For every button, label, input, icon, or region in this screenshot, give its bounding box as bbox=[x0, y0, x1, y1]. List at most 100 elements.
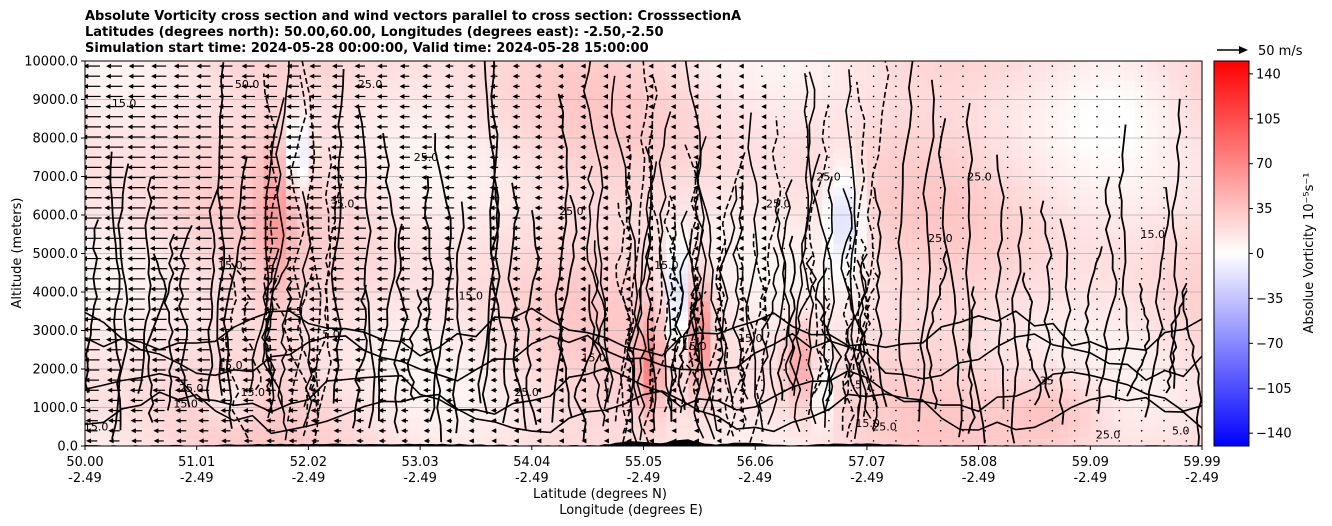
wind-vector-head bbox=[648, 316, 654, 322]
wind-vector-head bbox=[625, 377, 631, 383]
wind-vector bbox=[872, 308, 875, 311]
wind-vector bbox=[962, 115, 964, 118]
contour-line bbox=[926, 250, 948, 410]
wind-vector-head bbox=[603, 397, 609, 403]
wind-vector bbox=[872, 328, 875, 331]
wind-vector-head bbox=[557, 235, 563, 241]
wind-vector-head bbox=[535, 296, 541, 302]
wind-vector bbox=[1163, 176, 1165, 179]
wind-vector bbox=[1096, 440, 1098, 442]
wind-vector bbox=[1118, 328, 1121, 331]
wind-vector-head bbox=[625, 144, 631, 150]
wind-vector bbox=[805, 359, 808, 361]
wind-vector-head bbox=[535, 306, 541, 312]
wind-vector bbox=[872, 298, 875, 300]
wind-vector bbox=[917, 247, 920, 250]
wind-vector-head bbox=[355, 387, 361, 393]
wind-vector-head bbox=[377, 73, 383, 79]
wind-vector-head bbox=[173, 63, 179, 69]
chart-title-line-3: Simulation start time: 2024-05-28 00:00:… bbox=[85, 41, 649, 56]
wind-vector-head bbox=[286, 306, 292, 312]
wind-vector-head bbox=[197, 408, 203, 414]
wind-vector-head bbox=[376, 134, 382, 140]
wind-vector-head bbox=[489, 256, 495, 262]
contour-label: 15.0 bbox=[654, 259, 679, 272]
wind-vector bbox=[962, 288, 964, 290]
wind-vector-head bbox=[422, 367, 428, 373]
wind-vector-head bbox=[195, 93, 201, 99]
wind-vector bbox=[1051, 207, 1054, 209]
wind-vector-head bbox=[602, 266, 608, 272]
wind-vector bbox=[850, 318, 853, 321]
wind-vector bbox=[1118, 267, 1121, 270]
wind-vector-head bbox=[354, 347, 360, 353]
wind-vector-head bbox=[400, 357, 406, 363]
wind-vector-head bbox=[287, 397, 293, 403]
wind-vector bbox=[828, 136, 830, 138]
wind-vector bbox=[1006, 136, 1009, 138]
wind-vector-head bbox=[512, 266, 518, 272]
wind-vector bbox=[828, 298, 830, 300]
wind-vector-head bbox=[580, 73, 586, 79]
contour-line bbox=[163, 233, 175, 411]
wind-vector bbox=[1185, 75, 1188, 77]
wind-vector-head bbox=[105, 104, 111, 110]
wind-vector bbox=[850, 399, 853, 402]
wind-vector-head bbox=[108, 438, 114, 444]
wind-vector-head bbox=[557, 73, 563, 79]
wind-vector-head bbox=[85, 296, 88, 302]
wind-vector bbox=[962, 85, 964, 88]
wind-vector-head bbox=[241, 93, 247, 99]
wind-vector-head bbox=[174, 347, 180, 353]
wind-vector bbox=[895, 207, 897, 209]
wind-vector bbox=[917, 166, 920, 169]
wind-vector-head bbox=[602, 205, 608, 211]
contour-line bbox=[781, 179, 802, 433]
wind-vector-head bbox=[626, 387, 632, 393]
wind-vector-head bbox=[285, 195, 291, 201]
contour-label: 35 bbox=[1040, 374, 1054, 387]
wind-vector-head bbox=[444, 205, 450, 211]
wind-vector bbox=[962, 298, 964, 300]
wind-vector-head bbox=[218, 326, 224, 332]
wind-vector bbox=[1096, 126, 1098, 128]
wind-vector-head bbox=[535, 387, 541, 393]
wind-vector-head bbox=[127, 245, 133, 251]
wind-vector-head bbox=[466, 144, 472, 150]
wind-vector bbox=[1185, 359, 1188, 361]
wind-vector bbox=[850, 166, 853, 169]
wind-vector-head bbox=[421, 276, 427, 282]
wind-vector bbox=[1185, 196, 1188, 199]
wind-vector-head bbox=[150, 114, 156, 120]
wind-vector bbox=[962, 359, 964, 361]
wind-vector bbox=[939, 328, 942, 331]
wind-vector bbox=[1118, 389, 1121, 392]
wind-vector-head bbox=[195, 154, 201, 160]
wind-vector bbox=[1163, 328, 1165, 331]
wind-vector-head bbox=[557, 326, 563, 332]
wind-vector-head bbox=[761, 114, 767, 120]
wind-vector-head bbox=[715, 185, 721, 191]
wind-vector-head bbox=[399, 104, 405, 110]
wind-vector-head bbox=[218, 134, 224, 140]
wind-vector-head bbox=[331, 124, 337, 130]
wind-vector-head bbox=[557, 114, 563, 120]
wind-vector-head bbox=[602, 114, 608, 120]
wind-vector-head bbox=[263, 154, 269, 160]
wind-vector-head bbox=[240, 235, 246, 241]
wind-vector-head bbox=[738, 408, 744, 414]
wind-vector bbox=[939, 338, 942, 341]
wind-vector-head bbox=[330, 225, 336, 231]
wind-vector-head bbox=[466, 235, 472, 241]
wind-vector-head bbox=[353, 134, 359, 140]
wind-vector bbox=[1073, 126, 1076, 128]
colorbar-tick-label: −105 bbox=[1256, 382, 1292, 397]
wind-vector-head bbox=[512, 215, 518, 221]
wind-vector-head bbox=[196, 347, 202, 353]
wind-vector bbox=[1185, 156, 1188, 159]
wind-vector-head bbox=[286, 286, 292, 292]
wind-vector-head bbox=[602, 225, 608, 231]
wind-vector-head bbox=[150, 144, 156, 150]
wind-vector-head bbox=[489, 276, 495, 282]
wind-vector bbox=[939, 95, 942, 98]
